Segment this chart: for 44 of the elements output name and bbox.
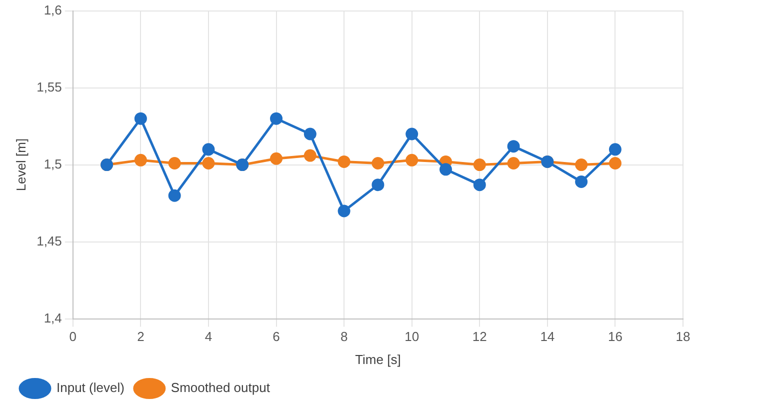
x-axis-title: Time [s] xyxy=(355,352,401,367)
point xyxy=(507,140,520,153)
point xyxy=(406,154,418,166)
point xyxy=(439,163,452,176)
point xyxy=(270,152,283,165)
x-tick-label: 18 xyxy=(676,329,690,344)
x-tick-label: 2 xyxy=(137,329,144,344)
y-tick-label: 1,55 xyxy=(36,79,62,94)
point xyxy=(473,178,486,192)
point xyxy=(338,204,350,218)
point xyxy=(270,112,283,125)
point xyxy=(507,157,520,170)
point xyxy=(608,157,622,170)
y-tick-label: 1,4 xyxy=(44,310,62,326)
point xyxy=(575,158,588,172)
x-tick-label: 10 xyxy=(404,329,420,344)
point xyxy=(473,158,486,172)
x-tick-label: 8 xyxy=(340,329,348,344)
x-tick-label: 14 xyxy=(540,329,555,344)
y-axis-title: Level [m] xyxy=(13,138,28,192)
y-tick-label: 1,6 xyxy=(44,2,62,18)
y-tick-label: 1,5 xyxy=(44,156,62,172)
point xyxy=(575,175,588,188)
point xyxy=(372,178,384,192)
point xyxy=(338,155,350,168)
point xyxy=(372,157,384,170)
point xyxy=(304,149,316,162)
x-tick-label: 0 xyxy=(69,329,77,344)
x-tick-label: 12 xyxy=(472,329,487,344)
x-tick-label: 6 xyxy=(272,329,280,344)
y-tick-label: 1,45 xyxy=(36,233,62,248)
point xyxy=(304,128,316,140)
point xyxy=(608,143,622,156)
point xyxy=(202,157,215,170)
point xyxy=(168,157,181,170)
point xyxy=(406,128,418,140)
legend-label: Input (level) xyxy=(56,380,124,396)
x-tick-label: 4 xyxy=(204,329,212,344)
point xyxy=(134,112,147,125)
legend-label: Smoothed output xyxy=(170,380,270,396)
point xyxy=(134,154,147,166)
x-tick-label: 16 xyxy=(608,329,622,344)
point xyxy=(168,189,181,202)
point xyxy=(202,143,215,156)
